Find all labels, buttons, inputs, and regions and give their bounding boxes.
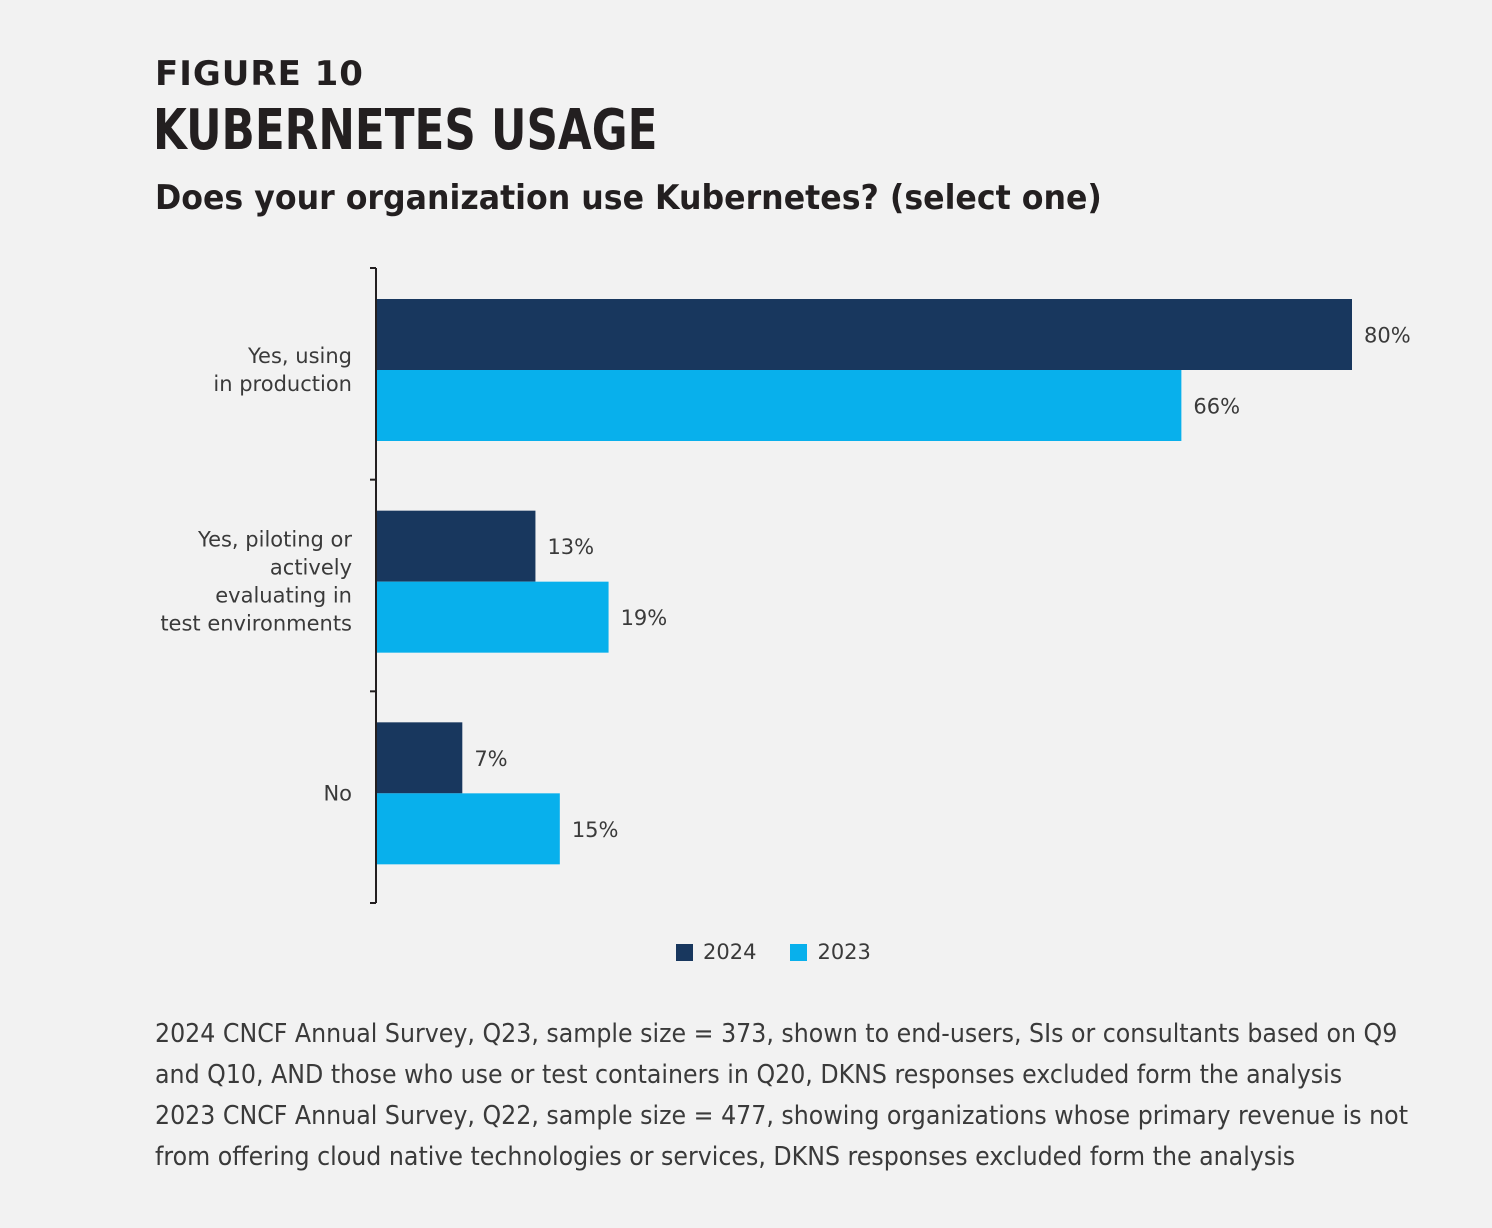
chart-question: Does your organization use Kubernetes? (… <box>155 178 1102 218</box>
data-label: 80% <box>1364 324 1411 348</box>
legend-item-2023: 2023 <box>790 940 871 964</box>
category-label: Yes, using in production <box>213 344 352 396</box>
category-label: No <box>323 781 352 805</box>
figure-title: KUBERNETES USAGE <box>153 98 658 163</box>
bar-2023 <box>377 370 1182 441</box>
category-label-line: actively <box>270 556 352 580</box>
footnote-line: 2023 CNCF Annual Survey, Q22, sample siz… <box>155 1101 1409 1131</box>
category-label-line: in production <box>213 372 352 396</box>
footnote-line: from offering cloud native technologies … <box>155 1142 1296 1172</box>
category-label: Yes, piloting or actively evaluating in tes… <box>160 528 352 636</box>
footnote: 2024 CNCF Annual Survey, Q23, sample siz… <box>155 1014 1455 1178</box>
legend-label-2023: 2023 <box>817 940 871 964</box>
category-label-line: Yes, using <box>247 344 352 368</box>
category-label-line: evaluating in <box>215 584 352 608</box>
bar-2024 <box>377 299 1352 370</box>
data-label: 66% <box>1193 395 1240 419</box>
legend-item-2024: 2024 <box>676 940 756 964</box>
data-label: 15% <box>572 818 619 842</box>
bar-2023 <box>377 793 560 865</box>
figure-label: FIGURE 10 <box>155 54 364 94</box>
category-label-line: Yes, piloting or <box>197 528 352 552</box>
legend-swatch-2024 <box>676 943 693 961</box>
bar-chart: Yes, using in production 80% 66% Yes, piloti… <box>160 267 1411 904</box>
data-label: 13% <box>547 535 594 559</box>
bar-2024 <box>377 510 536 582</box>
data-label: 7% <box>474 747 507 771</box>
bar-2023 <box>377 581 609 653</box>
data-label: 19% <box>621 606 668 630</box>
chart-legend: 2024 2023 <box>676 940 905 964</box>
legend-label-2024: 2024 <box>703 940 757 964</box>
footnote-line: 2024 CNCF Annual Survey, Q23, sample siz… <box>155 1019 1398 1049</box>
legend-swatch-2023 <box>790 943 808 961</box>
bar-2024 <box>377 722 463 794</box>
category-label-line: No <box>323 781 352 805</box>
category-label-line: test environments <box>160 612 352 636</box>
footnote-line: and Q10, AND those who use or test conta… <box>155 1060 1343 1090</box>
